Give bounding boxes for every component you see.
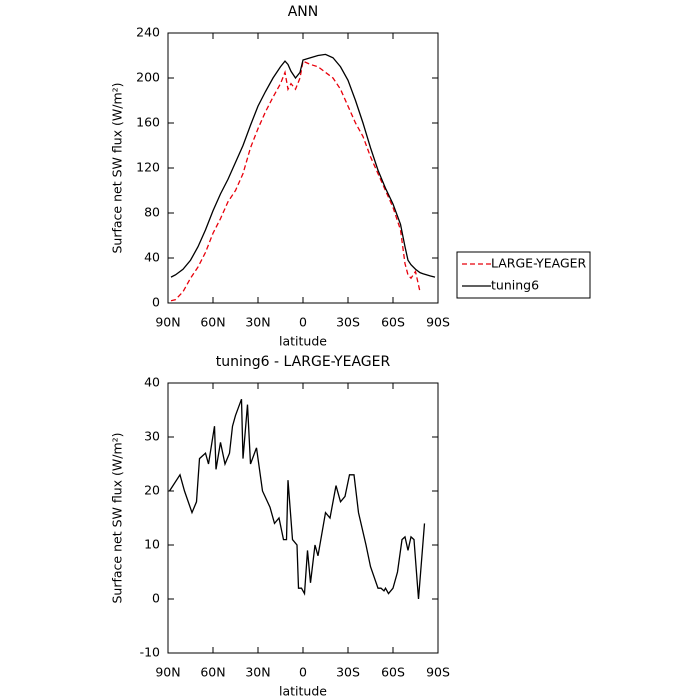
y-tick-label: -10 [140, 645, 160, 660]
x-tick-label: 30N [245, 665, 270, 680]
x-tick-label: 60N [200, 315, 225, 330]
x-tick-label: 90S [426, 665, 450, 680]
y-tick-label: 0 [152, 295, 160, 310]
y-tick-label: 80 [144, 205, 160, 220]
y-axis-label: Surface net SW flux (W/m²) [110, 432, 125, 603]
y-tick-label: 120 [136, 160, 160, 175]
y-tick-label: 240 [136, 25, 160, 40]
x-tick-label: 60N [200, 665, 225, 680]
x-tick-label: 90N [155, 315, 180, 330]
chart-title: ANN [288, 4, 319, 20]
x-tick-label: 0 [299, 665, 307, 680]
y-tick-label: 200 [136, 70, 160, 85]
y-tick-label: 30 [144, 429, 160, 444]
x-tick-label: 60S [381, 315, 405, 330]
plot-frame [167, 382, 439, 654]
y-tick-label: 0 [152, 591, 160, 606]
x-tick-label: 30N [245, 315, 270, 330]
x-tick-label: 30S [336, 315, 360, 330]
legend-label: tuning6 [491, 278, 539, 293]
y-axis-label: Surface net SW flux (W/m²) [110, 82, 125, 253]
y-tick-label: 160 [136, 115, 160, 130]
data-line [170, 60, 421, 302]
x-tick-label: 30S [336, 665, 360, 680]
x-tick-label: 90N [155, 665, 180, 680]
chart-title: tuning6 - LARGE-YEAGER [216, 354, 391, 370]
legend-label: LARGE-YEAGER [491, 256, 587, 271]
plot-frame [167, 32, 439, 304]
y-tick-label: 40 [144, 250, 160, 265]
x-axis-label: latitude [279, 334, 327, 349]
data-line [168, 398, 426, 600]
y-tick-label: 40 [144, 375, 160, 390]
y-tick-label: 20 [144, 483, 160, 498]
data-line [170, 53, 436, 278]
y-tick-label: 10 [144, 537, 160, 552]
x-tick-label: 0 [299, 315, 307, 330]
legend-box [456, 251, 591, 299]
x-tick-label: 60S [381, 665, 405, 680]
x-axis-label: latitude [279, 684, 327, 699]
x-tick-label: 90S [426, 315, 450, 330]
